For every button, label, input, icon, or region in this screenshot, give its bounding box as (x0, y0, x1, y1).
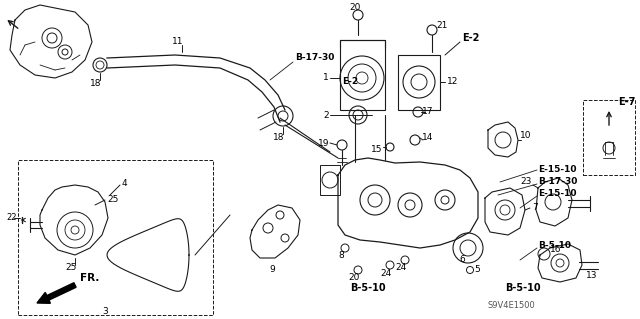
Text: 5: 5 (474, 265, 480, 275)
Text: 9: 9 (269, 265, 275, 275)
FancyArrow shape (37, 283, 76, 303)
Text: 13: 13 (586, 271, 598, 279)
Text: 24: 24 (396, 263, 406, 272)
Bar (398, 55, 440, 110)
Text: 7: 7 (532, 204, 538, 212)
Text: 6: 6 (459, 256, 465, 264)
Text: 18: 18 (90, 79, 102, 88)
Text: E-2: E-2 (342, 78, 358, 86)
Text: E-7: E-7 (618, 97, 636, 107)
Text: 24: 24 (380, 269, 392, 278)
Text: 11: 11 (172, 36, 184, 46)
Text: 25: 25 (107, 195, 118, 204)
Text: 20: 20 (349, 4, 361, 12)
Text: 18: 18 (273, 133, 285, 143)
Text: 3: 3 (102, 308, 108, 316)
Text: 22: 22 (7, 213, 17, 222)
Text: E-15-10: E-15-10 (538, 166, 577, 174)
Text: 15: 15 (371, 145, 382, 154)
Text: 16: 16 (550, 246, 561, 255)
Text: 2: 2 (323, 110, 329, 120)
Bar (583, 100, 635, 175)
Text: E-15-10: E-15-10 (538, 189, 577, 198)
Text: B-5-10: B-5-10 (505, 283, 541, 293)
Text: 20: 20 (348, 273, 360, 283)
Text: 17: 17 (422, 108, 433, 116)
Bar (18, 160, 213, 315)
Text: B-5-10: B-5-10 (350, 283, 386, 293)
Text: 1: 1 (323, 73, 329, 83)
Text: FR.: FR. (80, 273, 99, 283)
Text: E-2: E-2 (462, 33, 479, 43)
Text: 19: 19 (317, 138, 329, 147)
Text: 10: 10 (520, 130, 531, 139)
Text: B-17-30: B-17-30 (295, 54, 334, 63)
Text: S9V4E1500: S9V4E1500 (488, 300, 536, 309)
Text: 4: 4 (122, 179, 127, 188)
Text: B-5-10: B-5-10 (538, 241, 571, 250)
Text: 25: 25 (65, 263, 77, 272)
Text: 21: 21 (436, 20, 447, 29)
Text: 8: 8 (338, 251, 344, 261)
Text: 14: 14 (422, 133, 433, 143)
Text: 12: 12 (447, 78, 458, 86)
Text: 23: 23 (520, 177, 532, 187)
Bar (320, 165, 340, 195)
Text: B-17-30: B-17-30 (538, 177, 577, 187)
Bar (340, 40, 385, 110)
